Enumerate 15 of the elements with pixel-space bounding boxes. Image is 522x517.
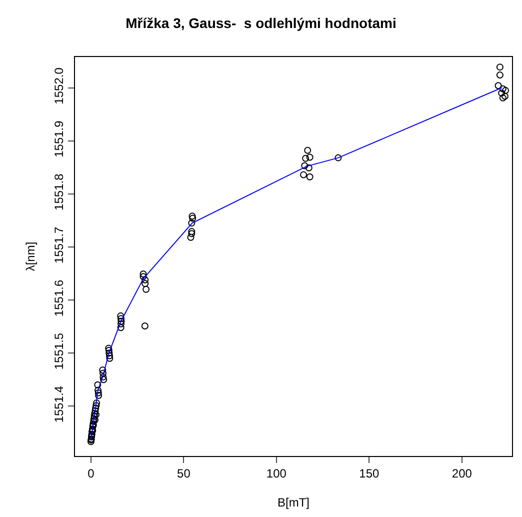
x-tick-label: 50	[177, 466, 191, 480]
chart-title: Mřížka 3, Gauss- s odlehlými hodnotami	[126, 15, 396, 32]
y-tick-label: 1551.8	[52, 173, 66, 210]
y-tick-label: 1551.6	[52, 280, 66, 317]
x-tick-label: 200	[452, 466, 472, 480]
x-tick-label: 0	[88, 466, 95, 480]
y-tick-label: 1552.0	[52, 67, 66, 104]
y-tick-label: 1551.5	[52, 332, 66, 370]
x-axis-title: B[mT]	[278, 495, 310, 510]
y-tick-label: 1551.7	[52, 226, 66, 264]
y-tick-label: 1551.9	[52, 120, 66, 158]
x-tick-label: 150	[359, 466, 380, 480]
x-tick-label: 100	[266, 466, 287, 480]
y-tick-label: 1551.4	[52, 386, 66, 423]
y-axis-title: λ[nm]	[24, 242, 38, 272]
